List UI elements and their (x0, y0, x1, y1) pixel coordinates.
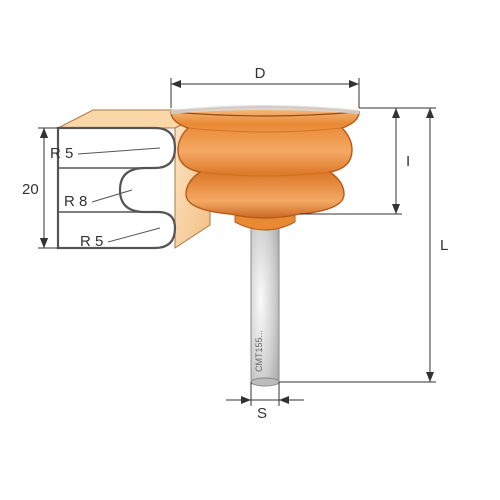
label-d: D (255, 65, 266, 82)
label-i: I (406, 153, 410, 170)
router-bit: CMT155... (171, 105, 359, 386)
shank-engraving: CMT155... (254, 330, 264, 372)
technical-diagram: R 5 R 8 R 5 20 CMT155... D I (0, 0, 500, 500)
label-r5b: R 5 (80, 233, 103, 250)
label-s: S (257, 405, 267, 422)
profile-face (58, 128, 175, 248)
cutter-head (171, 107, 359, 218)
label-r5a: R 5 (50, 145, 73, 162)
label-r8: R 8 (64, 193, 87, 210)
label-l: L (440, 237, 448, 254)
label-height: 20 (22, 181, 39, 198)
